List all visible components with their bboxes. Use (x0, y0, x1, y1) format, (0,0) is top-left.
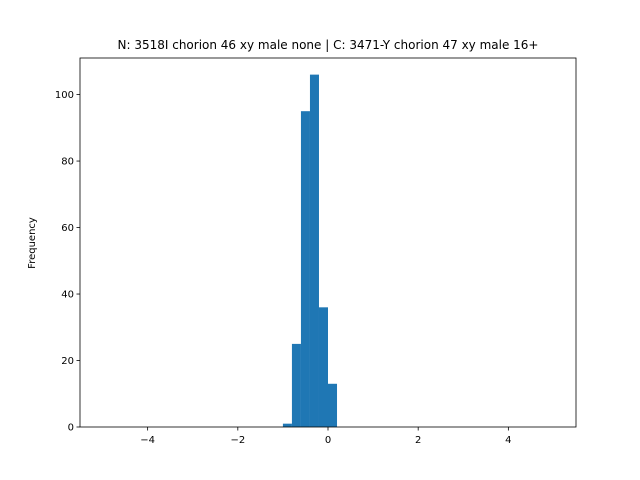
bar (291, 343, 301, 427)
chart-title: N: 3518I chorion 46 xy male none | C: 34… (118, 38, 539, 52)
x-tick-label: 4 (505, 435, 511, 446)
y-tick-label: 60 (61, 223, 74, 234)
bar (282, 423, 292, 427)
bar (300, 111, 310, 428)
x-tick-label: −4 (140, 435, 155, 446)
y-tick-label: 40 (61, 290, 74, 301)
y-tick-label: 20 (61, 356, 74, 367)
x-tick-label: 0 (325, 435, 331, 446)
y-tick-label: 100 (55, 90, 74, 101)
bar (328, 383, 338, 427)
x-tick-label: −2 (230, 435, 245, 446)
y-axis-label: Frequency (27, 217, 38, 269)
bar (318, 307, 328, 427)
y-tick-label: 0 (68, 423, 74, 434)
y-tick-label: 80 (61, 157, 74, 168)
bar (309, 74, 319, 428)
x-tick-label: 2 (415, 435, 421, 446)
